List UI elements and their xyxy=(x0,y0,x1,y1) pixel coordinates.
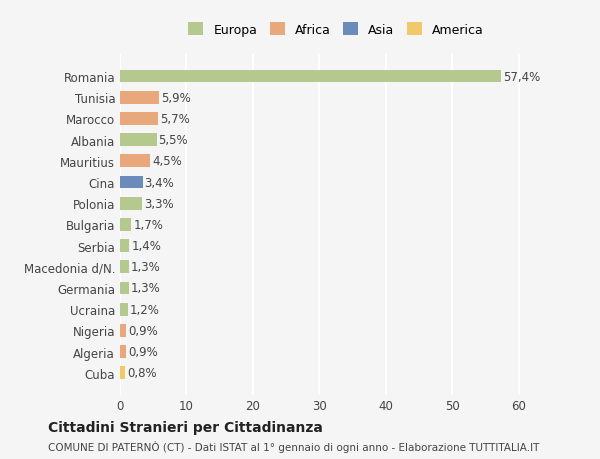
Bar xyxy=(120,261,128,274)
Text: 3,3%: 3,3% xyxy=(144,197,173,210)
Text: 1,7%: 1,7% xyxy=(133,218,163,231)
Text: 3,4%: 3,4% xyxy=(145,176,175,189)
Text: COMUNE DI PATERNÒ (CT) - Dati ISTAT al 1° gennaio di ogni anno - Elaborazione TU: COMUNE DI PATERNÒ (CT) - Dati ISTAT al 1… xyxy=(48,440,539,452)
Text: 4,5%: 4,5% xyxy=(152,155,182,168)
Text: 1,3%: 1,3% xyxy=(131,261,160,274)
Bar xyxy=(120,346,126,358)
Bar xyxy=(120,92,159,104)
Text: 1,4%: 1,4% xyxy=(131,240,161,252)
Text: 0,9%: 0,9% xyxy=(128,324,158,337)
Text: 57,4%: 57,4% xyxy=(503,70,541,84)
Bar xyxy=(120,71,502,83)
Text: 0,8%: 0,8% xyxy=(127,366,157,380)
Bar xyxy=(120,155,150,168)
Bar xyxy=(120,367,125,379)
Text: 0,9%: 0,9% xyxy=(128,345,158,358)
Text: 5,5%: 5,5% xyxy=(158,134,188,147)
Bar xyxy=(120,240,130,252)
Bar xyxy=(120,218,131,231)
Text: 5,7%: 5,7% xyxy=(160,112,190,126)
Bar xyxy=(120,197,142,210)
Text: 1,2%: 1,2% xyxy=(130,303,160,316)
Bar xyxy=(120,282,128,295)
Bar xyxy=(120,113,158,125)
Bar xyxy=(120,176,143,189)
Legend: Europa, Africa, Asia, America: Europa, Africa, Asia, America xyxy=(182,17,490,43)
Text: 5,9%: 5,9% xyxy=(161,91,191,105)
Text: 1,3%: 1,3% xyxy=(131,282,160,295)
Bar xyxy=(120,325,126,337)
Bar xyxy=(120,134,157,147)
Text: Cittadini Stranieri per Cittadinanza: Cittadini Stranieri per Cittadinanza xyxy=(48,420,323,435)
Bar xyxy=(120,303,128,316)
